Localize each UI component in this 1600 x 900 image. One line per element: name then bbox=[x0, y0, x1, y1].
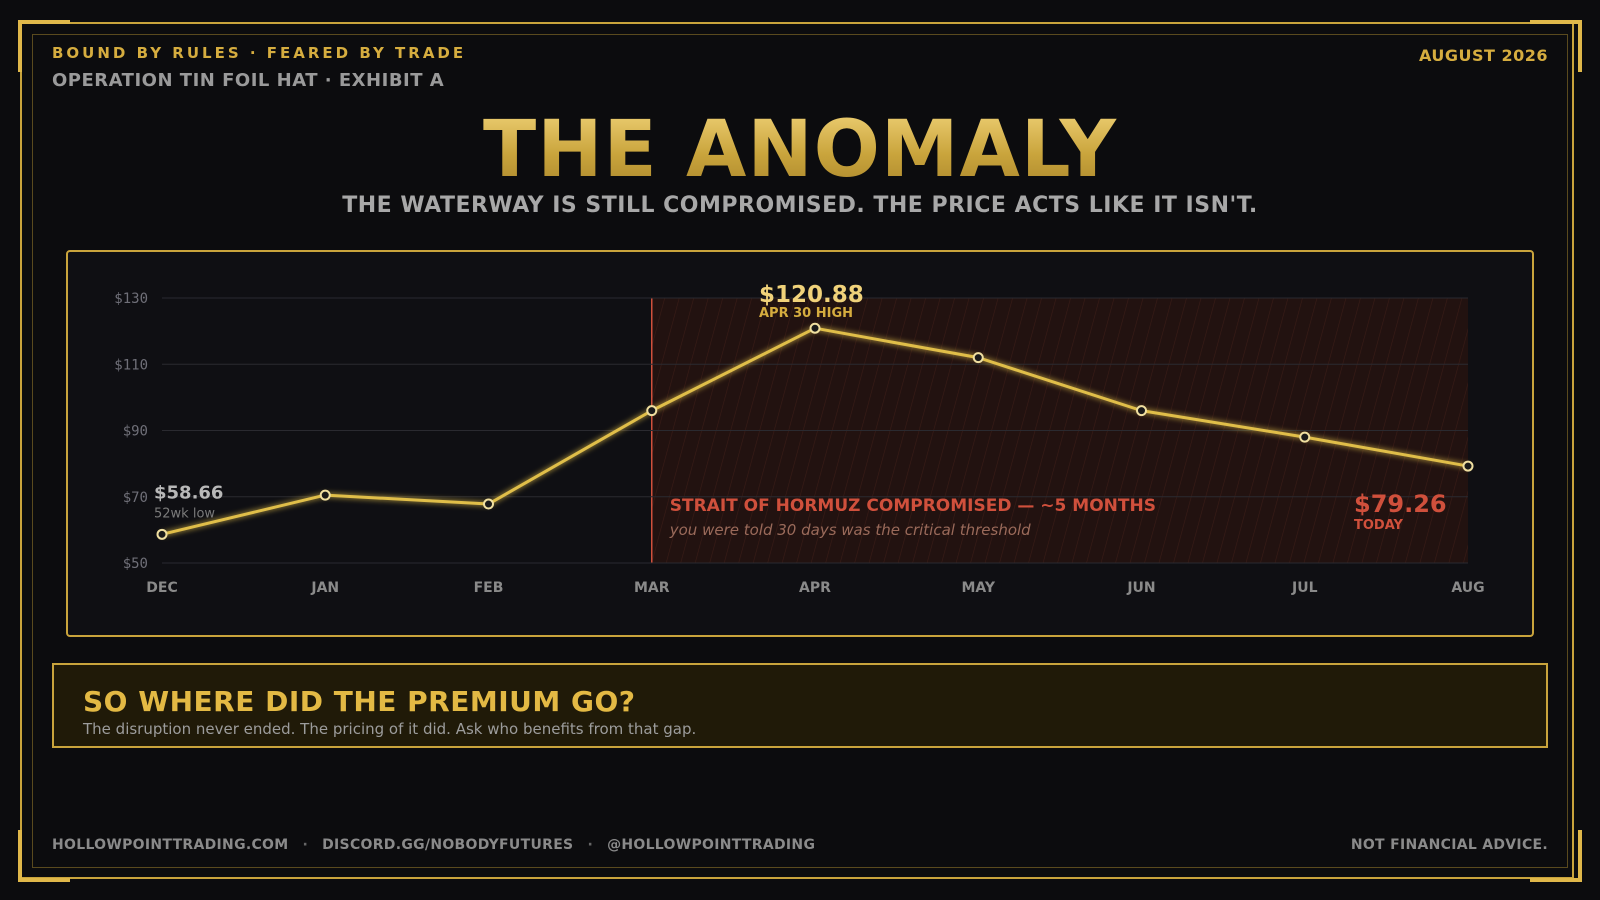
inner-frame bbox=[32, 34, 1568, 868]
x-tick-label: JUL bbox=[1291, 580, 1318, 596]
y-tick-label: $110 bbox=[114, 357, 148, 373]
corner-ornament bbox=[18, 830, 70, 882]
x-tick-label: AUG bbox=[1451, 580, 1484, 596]
callout-heading: SO WHERE DID THE PREMIUM GO? bbox=[83, 685, 636, 718]
footer-links: HOLLOWPOINTTRADING.COM · DISCORD.GG/NOBODY… bbox=[52, 837, 815, 853]
x-tick-label: MAR bbox=[634, 580, 670, 596]
data-point bbox=[156, 528, 168, 540]
x-tick-label: MAY bbox=[961, 580, 995, 596]
corner-ornament bbox=[1530, 830, 1582, 882]
data-point bbox=[646, 405, 658, 417]
y-tick-label: $90 bbox=[123, 424, 148, 440]
price-line-chart: $50 $70 $90 $110 $130 DEC JAN FEB MAR APR MAY JUN JU… bbox=[114, 282, 1484, 596]
high-value-label: $120.88 bbox=[759, 282, 864, 308]
x-tick-label: JAN bbox=[310, 580, 339, 596]
data-point bbox=[319, 489, 331, 501]
today-value-label: $79.26 bbox=[1354, 490, 1447, 518]
x-tick-label: APR bbox=[799, 580, 831, 596]
data-point bbox=[1462, 460, 1474, 472]
footer-link-handle[interactable]: @HOLLOWPOINTTRADING bbox=[607, 837, 816, 853]
header-date: AUGUST 2026 bbox=[1418, 46, 1548, 65]
region-label: STRAIT OF HORMUZ COMPROMISED — ~5 MONTHS bbox=[670, 496, 1156, 516]
page-title: THE ANOMALY bbox=[0, 105, 1600, 195]
callout-box: SO WHERE DID THE PREMIUM GO? The disrupt… bbox=[52, 663, 1548, 748]
header-tagline: BOUND BY RULES · FEARED BY TRADE bbox=[52, 44, 467, 62]
footer-link-discord[interactable]: DISCORD.GG/NOBODYFUTURES bbox=[322, 837, 574, 853]
high-caption: APR 30 HIGH bbox=[759, 306, 853, 321]
region-note: you were told 30 days was the critical t… bbox=[669, 521, 1031, 539]
outer-frame bbox=[20, 22, 1574, 879]
footer-separator: · bbox=[587, 837, 594, 853]
header-subline: OPERATION TIN FOIL HAT · EXHIBIT A bbox=[52, 70, 445, 91]
page-subtitle: THE WATERWAY IS STILL COMPROMISED. THE P… bbox=[342, 193, 1258, 218]
corner-ornament bbox=[1530, 20, 1582, 72]
x-tick-label: DEC bbox=[146, 580, 177, 596]
corner-ornament bbox=[18, 20, 70, 72]
data-point bbox=[1299, 431, 1311, 443]
y-tick-label: $130 bbox=[114, 291, 148, 307]
x-tick-label: JUN bbox=[1126, 580, 1155, 596]
footer-separator: · bbox=[302, 837, 309, 853]
data-point bbox=[809, 322, 821, 334]
low-caption: 52wk low bbox=[154, 506, 215, 521]
callout-body: The disruption never ended. The pricing … bbox=[83, 720, 697, 738]
footer-disclaimer: NOT FINANCIAL ADVICE. bbox=[1350, 837, 1548, 853]
data-point bbox=[483, 498, 494, 510]
data-point bbox=[1136, 405, 1147, 417]
today-caption: TODAY bbox=[1354, 518, 1404, 533]
chart-panel: $50 $70 $90 $110 $130 DEC JAN FEB MAR APR MAY JUN JU… bbox=[66, 250, 1534, 637]
y-tick-label: $50 bbox=[123, 556, 148, 572]
y-tick-label: $70 bbox=[123, 490, 148, 506]
footer-link-website[interactable]: HOLLOWPOINTTRADING.COM bbox=[52, 837, 289, 853]
low-value-label: $58.66 bbox=[154, 482, 223, 503]
data-point bbox=[972, 352, 984, 364]
x-tick-label: FEB bbox=[474, 580, 504, 596]
